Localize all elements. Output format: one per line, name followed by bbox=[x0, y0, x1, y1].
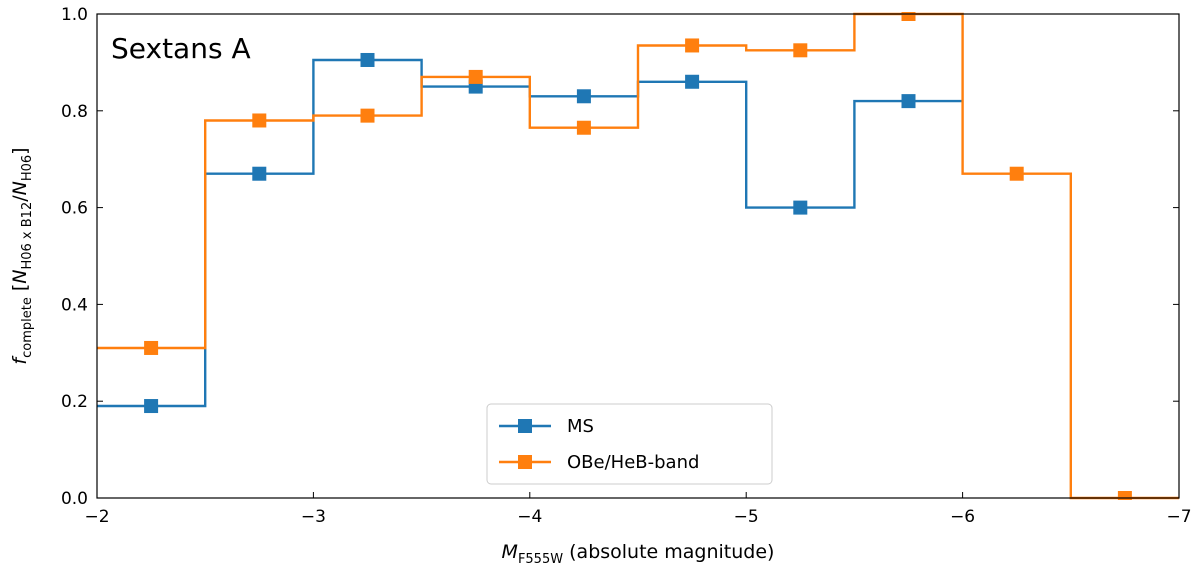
legend: MS OBe/HeB-band bbox=[486, 403, 773, 485]
y-tick-label-3: 0.6 bbox=[61, 199, 88, 219]
y-tick-label-2: 0.4 bbox=[61, 295, 88, 315]
y-tick-label-1: 0.2 bbox=[61, 392, 88, 412]
x-axis-label-symbol: M bbox=[502, 541, 518, 563]
annotation-sextans-a: Sextans A bbox=[111, 32, 251, 65]
marker-obe-heb-band-5 bbox=[685, 38, 700, 53]
marker-obe-heb-band-4 bbox=[576, 120, 591, 135]
y-axis-label-num-subscript: H06 x B12 bbox=[20, 202, 35, 270]
x-axis-label-text: (absolute magnitude) bbox=[563, 541, 774, 563]
y-axis-label: fcomplete [NH06 x B12/NH06] bbox=[9, 147, 35, 364]
y-tick-label-5: 1.0 bbox=[61, 5, 88, 25]
y-tick-label-0: 0.0 bbox=[61, 489, 88, 509]
y-axis-label-den-symbol: N bbox=[9, 181, 31, 195]
legend-item-ms: MS bbox=[499, 416, 594, 437]
ticks-layer: −2 −3 −4 −5 −6 −7 0.0 0.2 0.4 0.6 0.8 1.0 bbox=[61, 5, 1192, 527]
marker-ms-5 bbox=[685, 74, 700, 89]
marker-ms-0 bbox=[144, 399, 159, 414]
legend-box bbox=[486, 403, 773, 485]
marker-obe-heb-band-0 bbox=[144, 340, 159, 355]
legend-item-obe-heb-band: OBe/HeB-band bbox=[499, 452, 699, 473]
marker-ms-4 bbox=[576, 89, 591, 104]
marker-obe-heb-band-8 bbox=[1009, 166, 1024, 181]
marker-ms-6 bbox=[793, 200, 808, 215]
legend-label-ms: MS bbox=[567, 416, 594, 437]
marker-obe-heb-band-3 bbox=[468, 69, 483, 84]
y-tick-label-4: 0.8 bbox=[61, 102, 88, 122]
marker-obe-heb-band-1 bbox=[252, 113, 267, 128]
axes-frame bbox=[96, 13, 1180, 499]
y-axis-label-slash: / bbox=[9, 195, 31, 202]
series-obe-heb-band bbox=[97, 12, 1179, 500]
y-axis-label-subscript: complete bbox=[20, 297, 35, 358]
x-axis-label: MF555W (absolute magnitude) bbox=[502, 541, 775, 567]
marker-ms-7 bbox=[901, 94, 916, 109]
series-layer bbox=[97, 12, 1179, 500]
marker-ms-2 bbox=[360, 52, 375, 67]
y-axis-label-bracket-close: ] bbox=[9, 147, 31, 154]
x-tick-label-4: −6 bbox=[950, 507, 975, 527]
x-axis-label-subscript: F555W bbox=[518, 552, 563, 567]
x-tick-label-0: −2 bbox=[84, 507, 109, 527]
marker-obe-heb-band-2 bbox=[360, 108, 375, 123]
y-axis-label-den-subscript: H06 bbox=[20, 155, 35, 181]
marker-obe-heb-band-9 bbox=[1117, 491, 1132, 500]
legend-marker-ms bbox=[518, 419, 532, 433]
marker-obe-heb-band-7 bbox=[901, 12, 916, 21]
legend-marker-obe-heb-band bbox=[518, 455, 532, 469]
marker-ms-1 bbox=[252, 166, 267, 181]
legend-label-obe-heb-band: OBe/HeB-band bbox=[567, 452, 699, 473]
x-tick-label-2: −4 bbox=[517, 507, 542, 527]
x-tick-label-3: −5 bbox=[734, 507, 759, 527]
series-line-obe-heb-band bbox=[97, 12, 1179, 500]
x-tick-label-1: −3 bbox=[301, 507, 326, 527]
x-tick-label-5: −7 bbox=[1166, 507, 1191, 527]
y-axis-label-num-symbol: N bbox=[9, 270, 31, 284]
y-axis-label-bracket-open: [ bbox=[9, 284, 31, 297]
y-axis-label-symbol: f bbox=[9, 355, 31, 365]
marker-obe-heb-band-6 bbox=[793, 43, 808, 58]
